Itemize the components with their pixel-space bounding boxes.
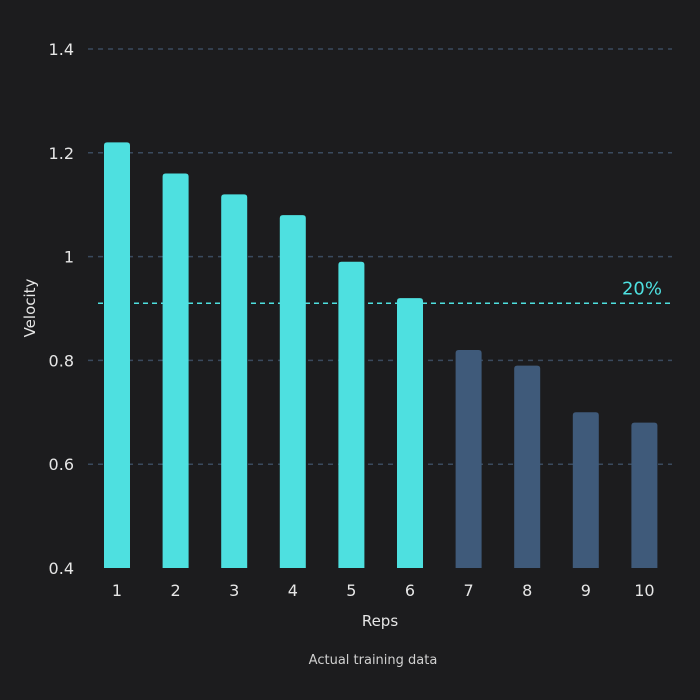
x-tick-label: 2: [171, 581, 181, 600]
y-tick-label: 0.4: [49, 559, 74, 578]
x-tick-label: 8: [522, 581, 532, 600]
bar-rep-10: [631, 422, 658, 568]
bar-rep-7: [455, 350, 482, 568]
y-tick-label: 1.2: [49, 144, 74, 163]
threshold-label: 20%: [622, 278, 662, 299]
y-tick-labels: 0.4 0.6 0.8 1 1.2 1.4: [49, 40, 74, 578]
x-tick-label: 5: [346, 581, 356, 600]
y-tick-label: 1.4: [49, 40, 74, 59]
bar-rep-6: [397, 298, 423, 568]
bar-rep-8: [514, 365, 541, 568]
bar-rep-9: [572, 412, 599, 568]
x-tick-label: 10: [634, 581, 654, 600]
x-tick-label: 7: [464, 581, 474, 600]
bar-rep-4: [279, 215, 306, 568]
y-tick-label: 1: [64, 248, 74, 267]
bar-rep-5: [338, 261, 365, 568]
x-tick-label: 9: [581, 581, 591, 600]
y-tick-label: 0.8: [49, 351, 74, 370]
x-axis-title: Reps: [362, 612, 398, 630]
threshold-layer: 20%: [98, 278, 672, 305]
y-tick-label: 0.6: [49, 455, 74, 474]
x-tick-label: 4: [288, 581, 298, 600]
bar-rep-1: [104, 142, 130, 569]
bar-layer: [104, 142, 658, 569]
bar-rep-2: [162, 173, 189, 568]
bar-rep-3: [221, 194, 248, 568]
x-tick-labels: 1 2 3 4 5 6 7 8 9 10: [112, 581, 655, 600]
x-tick-label: 3: [229, 581, 239, 600]
chart-caption: Actual training data: [309, 653, 438, 668]
x-tick-label: 1: [112, 581, 122, 600]
y-axis-title: Velocity: [21, 278, 39, 337]
grid-layer: [88, 48, 672, 465]
x-tick-label: 6: [405, 581, 415, 600]
